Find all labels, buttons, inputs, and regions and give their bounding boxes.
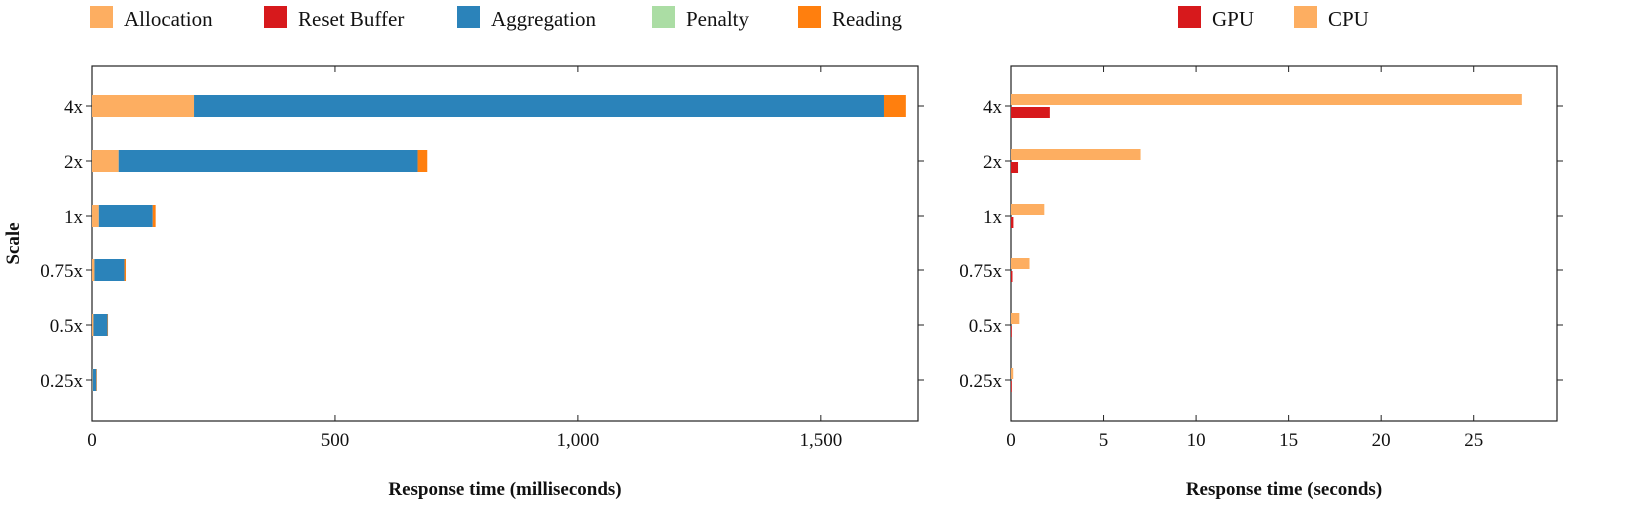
bar-cpu-4x — [1011, 94, 1522, 105]
x-tick-label: 500 — [321, 430, 350, 451]
legend-label-4: Reading — [832, 7, 902, 31]
bar-cpu-1x — [1011, 204, 1045, 215]
legend-label-1: CPU — [1328, 7, 1369, 31]
bar-allocation-4x — [92, 95, 195, 117]
bar-allocation-1x — [92, 205, 99, 227]
bar-cpu-0.75x — [1011, 258, 1030, 269]
bar-allocation-2x — [92, 150, 119, 172]
legend-swatch-1 — [1294, 6, 1317, 28]
x-tick-label: 0 — [1006, 430, 1016, 451]
bar-allocation-0.5x — [92, 314, 94, 336]
legend-swatch-0 — [1178, 6, 1201, 28]
bar-gpu-4x — [1011, 107, 1050, 118]
x-tick-label: 20 — [1372, 430, 1391, 451]
x-tick-label: 1,500 — [799, 430, 842, 451]
y-tick-label: 0.25x — [959, 371, 1002, 392]
y-tick-label: 0.5x — [969, 316, 1003, 337]
x-axis-title: Response time (seconds) — [1186, 479, 1382, 500]
bar-gpu-2x — [1011, 162, 1019, 173]
plot-frame — [91, 65, 919, 422]
bar-aggregation-0.75x — [94, 259, 125, 281]
legend-label-0: GPU — [1212, 7, 1254, 31]
bar-cpu-2x — [1011, 149, 1141, 160]
legend-right: GPU CPU — [1178, 6, 1369, 31]
bar-reading-2x — [417, 150, 428, 172]
legend-swatch-1 — [264, 6, 287, 28]
bar-gpu-0.75x — [1011, 271, 1013, 282]
bar-reading-4x — [883, 95, 906, 117]
chart-left: 0 500 1,000 1,500 0.25x 0.5x 0.75x 1x 2x 4x Respon… — [3, 65, 924, 500]
bar-reading-0.75x — [124, 259, 127, 281]
x-tick-label: 5 — [1099, 430, 1109, 451]
bar-gpu-0.5x — [1011, 326, 1012, 337]
legend-left: Allocation Reset Buffer Aggregation Penalty… — [90, 6, 902, 31]
y-tick-label: 2x — [64, 152, 84, 173]
legend-label-3: Penalty — [686, 7, 749, 31]
bar-reading-1x — [152, 205, 156, 227]
y-tick-label: 0.75x — [959, 261, 1002, 282]
y-tick-label: 4x — [64, 97, 84, 118]
legend-swatch-4 — [798, 6, 821, 28]
y-tick-label: 2x — [983, 152, 1003, 173]
x-tick-label: 10 — [1187, 430, 1206, 451]
bar-aggregation-4x — [194, 95, 884, 117]
y-tick-label: 0.25x — [40, 371, 83, 392]
y-tick-label: 0.5x — [50, 316, 84, 337]
bar-cpu-0.25x — [1011, 368, 1014, 379]
y-tick-label: 4x — [983, 97, 1003, 118]
x-axis-title: Response time (milliseconds) — [388, 479, 621, 500]
y-tick-label: 0.75x — [40, 261, 83, 282]
x-tick-label: 1,000 — [557, 430, 600, 451]
legend-swatch-3 — [652, 6, 675, 28]
x-tick-label: 15 — [1279, 430, 1298, 451]
bar-allocation-0.75x — [92, 259, 95, 281]
bar-gpu-1x — [1011, 217, 1014, 228]
bar-gpu-0.25x — [1011, 381, 1012, 392]
chart-right: 0 5 10 15 20 25 0.25x 0.5x 0.75x 1x 2x 4x Response t… — [959, 65, 1563, 500]
y-tick-label: 1x — [983, 207, 1003, 228]
legend-label-0: Allocation — [124, 7, 213, 31]
bar-aggregation-2x — [118, 150, 418, 172]
bar-aggregation-0.25x — [92, 369, 97, 391]
bar-aggregation-0.5x — [93, 314, 108, 336]
legend-label-2: Aggregation — [491, 7, 596, 31]
x-tick-label: 25 — [1464, 430, 1483, 451]
legend-label-1: Reset Buffer — [298, 7, 404, 31]
legend-swatch-2 — [457, 6, 480, 28]
y-tick-label: 1x — [64, 207, 84, 228]
bar-aggregation-1x — [98, 205, 153, 227]
legend-swatch-0 — [90, 6, 113, 28]
bar-cpu-0.5x — [1011, 313, 1020, 324]
y-axis-title: Scale — [3, 222, 24, 264]
x-tick-label: 0 — [87, 430, 97, 451]
plot-frame — [1010, 65, 1558, 422]
